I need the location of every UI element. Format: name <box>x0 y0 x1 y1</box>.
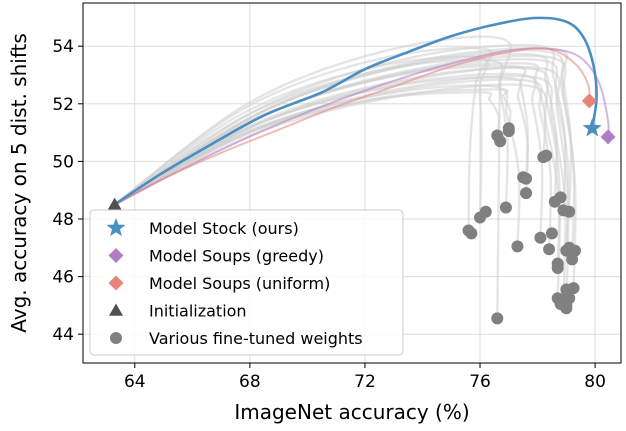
fine-tune-trajectory <box>114 88 512 206</box>
fine-tuned-point <box>520 187 533 200</box>
y-tick-label: 46 <box>52 268 74 288</box>
y-tick-label: 54 <box>52 37 74 57</box>
uniform-soup-marker <box>581 93 597 109</box>
fine-tuned-point <box>563 205 576 218</box>
fine-tuned-point <box>502 122 515 135</box>
fine-tuned-point <box>491 312 504 325</box>
initialization-marker <box>107 197 122 210</box>
legend-label-initialization: Initialization <box>149 302 247 321</box>
fine-tune-trajectory <box>113 46 573 212</box>
y-tick-label: 48 <box>52 210 74 230</box>
fine-tuned-point <box>499 201 512 214</box>
x-tick-label: 72 <box>354 372 376 392</box>
point-layer <box>107 93 616 325</box>
legend-label-fine_tuned: Various fine-tuned weights <box>149 329 363 348</box>
plot-frame <box>82 2 622 364</box>
legend-marker-fine_tuned <box>110 332 122 344</box>
fine-tuned-point <box>554 191 567 204</box>
fine-tuned-point <box>551 257 564 270</box>
legend-label-soups_uniform: Model Soups (uniform) <box>149 274 330 293</box>
fine-tuned-point <box>479 205 492 218</box>
greedy-soup-marker <box>600 129 616 145</box>
y-tick-label: 44 <box>52 325 74 345</box>
legend: Model Stock (ours) Model Soups (greedy) Mo… <box>89 209 404 356</box>
fine-tuned-point <box>494 135 507 148</box>
legend-items: Model Stock (ours) Model Soups (greedy) Mo… <box>106 218 363 348</box>
model-stock-marker <box>582 118 602 137</box>
tick-layer: 64 68 72 76 80 44 46 48 50 52 54 <box>52 37 606 392</box>
fine-tuned-point <box>534 231 547 244</box>
fine-tune-trajectory <box>114 65 570 306</box>
fine-tuned-point <box>543 243 556 256</box>
uniform-soup-curve <box>114 47 591 206</box>
legend-marker-initialization <box>109 303 123 316</box>
fine-tune-trajectory <box>113 35 512 319</box>
fine-tuned-point <box>465 227 478 240</box>
fine-tuned-point <box>560 302 573 315</box>
x-axis-title: ImageNet accuracy (%) <box>234 400 469 424</box>
fine-tuned-point <box>540 149 553 162</box>
y-tick-label: 52 <box>52 95 74 115</box>
fine-tune-trajectory <box>114 76 530 206</box>
x-tick-label: 76 <box>469 372 491 392</box>
legend-marker-soups_uniform <box>108 275 124 291</box>
fine-tuned-point <box>545 227 558 240</box>
legend-label-model_stock: Model Stock (ours) <box>149 219 299 238</box>
fine-tuned-point <box>517 171 530 184</box>
fine-tuned-point <box>567 282 580 295</box>
fine-tune-trajectory <box>114 91 501 206</box>
x-tick-label: 64 <box>124 372 146 392</box>
y-tick-label: 50 <box>52 152 74 172</box>
fine-tuned-point <box>511 240 524 253</box>
legend-box <box>89 209 404 356</box>
curve-layer <box>113 16 610 206</box>
fine-tune-trajectory <box>113 46 494 231</box>
y-axis-title: Avg. accuracy on 5 dist. shifts <box>7 33 31 333</box>
model-stock-curve <box>113 16 598 206</box>
x-tick-label: 68 <box>239 372 261 392</box>
greedy-soup-curve <box>114 47 610 206</box>
fine-tuned-point <box>568 244 581 257</box>
legend-marker-soups_greedy <box>108 248 124 263</box>
x-tick-label: 80 <box>584 372 606 392</box>
legend-label-soups_greedy: Model Soups (greedy) <box>149 247 324 266</box>
legend-marker-model_stock <box>106 218 126 237</box>
